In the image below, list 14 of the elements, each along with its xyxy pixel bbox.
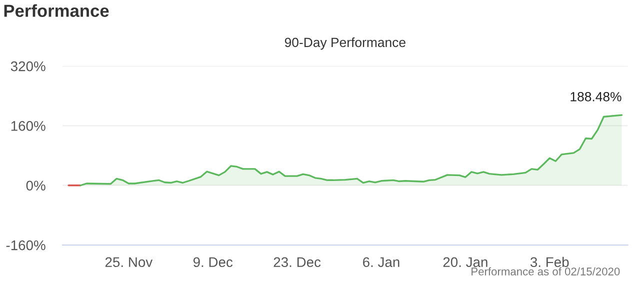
x-tick-label: 20. Jan bbox=[443, 257, 488, 268]
x-tick-label: 3. Feb bbox=[530, 256, 569, 268]
x-tick-label: 6. Jan bbox=[363, 257, 400, 268]
y-tick-label: 320% bbox=[10, 61, 46, 72]
x-tick-label: 9. Dec bbox=[193, 257, 233, 268]
y-tick-label: 0% bbox=[26, 180, 46, 191]
x-tick-label: 23. Dec bbox=[274, 257, 321, 268]
text: Performance as of 02/15/2020 bbox=[472, 267, 620, 276]
chart-title: Performance bbox=[4, 4, 109, 17]
y-tick-label: 160% bbox=[11, 121, 46, 131]
x-tick-label: 25. Nov bbox=[105, 257, 153, 268]
chart-subtitle: 90-Day Performance bbox=[284, 37, 406, 50]
annotation: 188.48% bbox=[570, 92, 622, 102]
y-tick-label: -160% bbox=[6, 240, 46, 250]
